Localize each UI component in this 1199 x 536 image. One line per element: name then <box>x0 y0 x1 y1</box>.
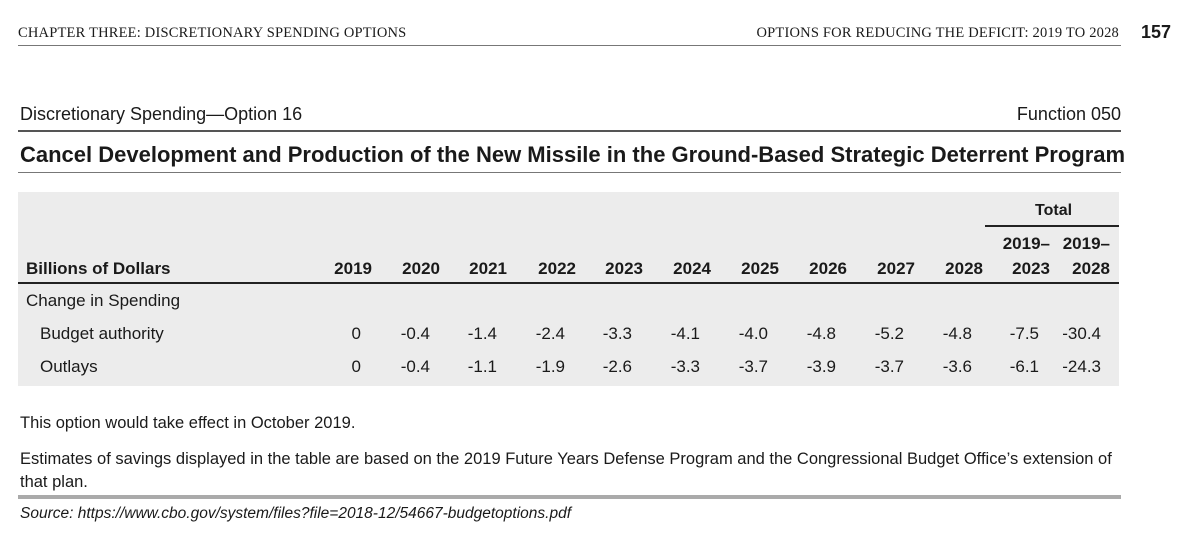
cell: 0 <box>351 324 361 343</box>
column-header: 2020 <box>402 259 440 278</box>
cell: -3.3 <box>602 324 632 343</box>
cell: -3.9 <box>806 357 836 376</box>
cell: -24.3 <box>1062 357 1101 376</box>
note: This option would take effect in October… <box>20 414 356 432</box>
cell: 0 <box>351 357 361 376</box>
cell: -2.4 <box>535 324 565 343</box>
group-rule <box>985 225 1119 227</box>
column-header: 2025 <box>741 259 779 278</box>
header-right: OPTIONS FOR REDUCING THE DEFICIT: 2019 T… <box>756 25 1119 41</box>
column-header: 2019– <box>1062 234 1110 253</box>
column-header: 2022 <box>538 259 576 278</box>
row-header: Billions of Dollars <box>26 259 171 278</box>
column-header: 2023 <box>1012 259 1050 278</box>
section-label: Change in Spending <box>26 291 181 310</box>
table: Total Billions of Dollars Change in Spen… <box>18 192 1119 386</box>
header-left: CHAPTER THREE: DISCRETIONARY SPENDING OP… <box>18 25 407 41</box>
cell: -1.9 <box>535 357 565 376</box>
column-header: 2021 <box>469 259 507 278</box>
footer-rule <box>18 495 1121 499</box>
header-rule <box>18 282 1119 284</box>
cell: -4.8 <box>806 324 836 343</box>
source: Source: https://www.cbo.gov/system/files… <box>20 505 572 522</box>
column-header: 2019 <box>334 259 372 278</box>
cell: -6.1 <box>1009 357 1039 376</box>
row-label: Outlays <box>40 357 98 376</box>
cell: -4.1 <box>670 324 700 343</box>
cell: -5.2 <box>874 324 904 343</box>
cell: -30.4 <box>1062 324 1101 343</box>
title-rule <box>18 172 1121 173</box>
note: Estimates of savings displayed in the ta… <box>20 450 1112 491</box>
cell: -1.4 <box>467 324 497 343</box>
column-header: 2028 <box>1072 259 1110 278</box>
function-label: Function 050 <box>1016 104 1121 124</box>
column-header: 2024 <box>673 259 711 278</box>
cell: -0.4 <box>400 357 430 376</box>
cell: -3.3 <box>670 357 700 376</box>
cell: -3.7 <box>738 357 768 376</box>
column-header: 2019– <box>1002 234 1050 253</box>
option-title: Cancel Development and Production of the… <box>20 142 1126 167</box>
group-header: Total <box>1035 202 1073 219</box>
cell: -3.7 <box>874 357 904 376</box>
cell: -3.6 <box>942 357 972 376</box>
cell: -4.0 <box>738 324 768 343</box>
row-label: Budget authority <box>40 324 164 343</box>
option-label: Discretionary Spending—Option 16 <box>20 104 303 124</box>
cell: -7.5 <box>1009 324 1039 343</box>
cell: -2.6 <box>602 357 632 376</box>
column-header: 2023 <box>605 259 643 278</box>
column-header: 2026 <box>809 259 847 278</box>
cell: -1.1 <box>467 357 497 376</box>
cell: -4.8 <box>942 324 972 343</box>
option-rule <box>18 130 1121 132</box>
column-header: 2028 <box>945 259 983 278</box>
column-header: 2027 <box>877 259 915 278</box>
page-number: 157 <box>1141 22 1172 42</box>
cell: -0.4 <box>400 324 430 343</box>
header-rule <box>18 45 1121 46</box>
